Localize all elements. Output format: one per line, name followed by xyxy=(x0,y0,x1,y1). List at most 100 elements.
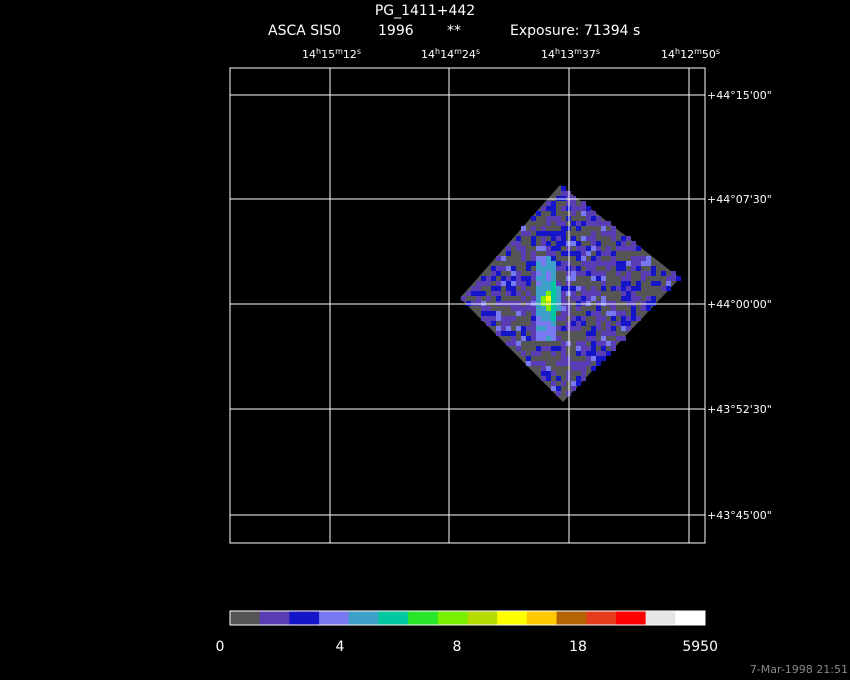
pixel xyxy=(576,256,581,261)
pixel xyxy=(546,271,551,276)
timestamp: 7-Mar-1998 21:51 xyxy=(750,663,848,676)
pixel xyxy=(481,291,486,296)
pixel xyxy=(531,336,536,341)
pixel xyxy=(601,356,606,361)
pixel xyxy=(561,361,566,366)
pixel xyxy=(591,246,596,251)
pixel xyxy=(591,366,596,371)
pixel xyxy=(576,361,581,366)
pixel xyxy=(521,286,526,291)
pixel xyxy=(591,311,596,316)
pixel xyxy=(531,271,536,276)
pixel xyxy=(521,306,526,311)
pixel xyxy=(511,331,516,336)
pixel xyxy=(531,226,536,231)
pixel xyxy=(541,276,546,281)
pixel xyxy=(546,256,551,261)
pixel xyxy=(551,231,556,236)
pixel xyxy=(541,326,546,331)
pixel xyxy=(551,381,556,386)
pixel xyxy=(506,276,511,281)
pixel xyxy=(521,256,526,261)
pixel xyxy=(561,186,566,191)
pixel xyxy=(536,246,541,251)
pixel xyxy=(491,286,496,291)
pixel xyxy=(596,221,601,226)
pixel xyxy=(501,331,506,336)
pixel xyxy=(636,246,641,251)
colorbar-segment xyxy=(289,611,320,625)
pixel xyxy=(561,221,566,226)
pixel xyxy=(611,326,616,331)
pixel xyxy=(586,356,591,361)
pixel xyxy=(576,376,581,381)
pixel xyxy=(536,276,541,281)
pixel xyxy=(576,321,581,326)
pixel xyxy=(481,311,486,316)
pixel xyxy=(576,366,581,371)
ra-label-part: m xyxy=(335,47,343,56)
pixel xyxy=(596,356,601,361)
pixel xyxy=(501,316,506,321)
pixel xyxy=(651,271,656,276)
ra-label-part: 24 xyxy=(462,48,476,61)
pixel xyxy=(596,216,601,221)
pixel xyxy=(591,346,596,351)
pixel xyxy=(596,306,601,311)
pixel xyxy=(531,361,536,366)
ra-label-part: s xyxy=(357,47,361,56)
pixel xyxy=(546,276,551,281)
pixel xyxy=(556,241,561,246)
pixel xyxy=(551,201,556,206)
pixel xyxy=(526,261,531,266)
pixel xyxy=(581,251,586,256)
pixel xyxy=(536,361,541,366)
pixel xyxy=(491,321,496,326)
pixel xyxy=(526,276,531,281)
pixel xyxy=(506,291,511,296)
pixel xyxy=(586,351,591,356)
pixel xyxy=(641,256,646,261)
pixel xyxy=(571,221,576,226)
pixel xyxy=(571,206,576,211)
pixel xyxy=(606,351,611,356)
pixel xyxy=(506,341,511,346)
pixel xyxy=(576,271,581,276)
colorbar-segment xyxy=(497,611,528,625)
pixel xyxy=(541,266,546,271)
pixel xyxy=(501,276,506,281)
pixel xyxy=(601,231,606,236)
pixel xyxy=(551,206,556,211)
pixel xyxy=(646,261,651,266)
pixel xyxy=(491,311,496,316)
ra-label-part: h xyxy=(316,47,321,56)
pixel xyxy=(536,331,541,336)
pixel xyxy=(521,296,526,301)
pixel xyxy=(556,216,561,221)
pixel xyxy=(526,266,531,271)
pixel xyxy=(486,311,491,316)
pixel xyxy=(606,331,611,336)
pixel xyxy=(521,246,526,251)
pixel xyxy=(586,361,591,366)
pixel xyxy=(521,251,526,256)
colorbar-segment xyxy=(348,611,379,625)
pixel xyxy=(586,236,591,241)
ra-label-part: 14 xyxy=(661,48,675,61)
colorbar-segment xyxy=(319,611,350,625)
pixel xyxy=(611,251,616,256)
pixel xyxy=(531,316,536,321)
pixel xyxy=(536,281,541,286)
pixel xyxy=(576,306,581,311)
pixel xyxy=(471,291,476,296)
pixel xyxy=(521,331,526,336)
pixel xyxy=(596,351,601,356)
pixel xyxy=(521,281,526,286)
pixel xyxy=(536,256,541,261)
pixel xyxy=(541,291,546,296)
pixel xyxy=(546,346,551,351)
pixel xyxy=(551,316,556,321)
pixel xyxy=(596,291,601,296)
colorbar-frame xyxy=(229,610,706,626)
pixel xyxy=(551,281,556,286)
